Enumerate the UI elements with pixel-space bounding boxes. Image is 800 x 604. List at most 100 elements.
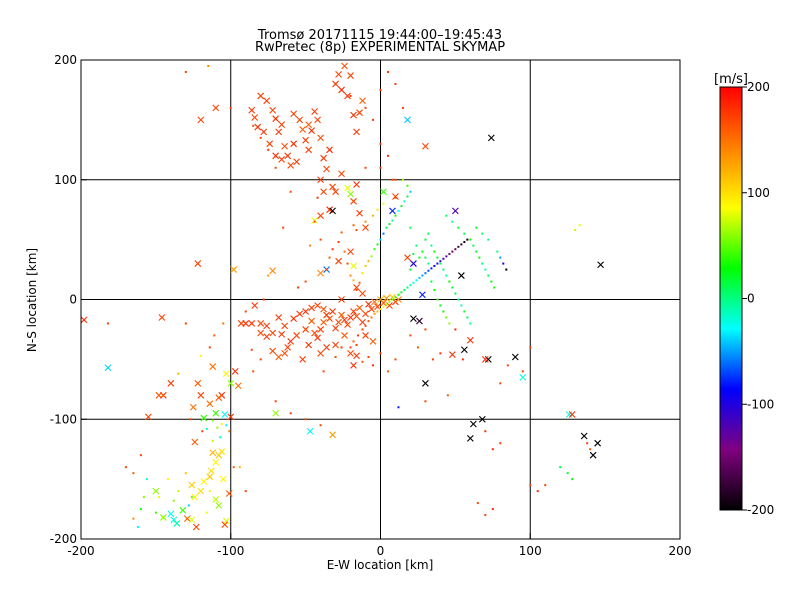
data-point-dot — [499, 256, 502, 259]
data-point-dot — [372, 214, 375, 217]
data-point-dot — [506, 364, 509, 367]
data-point-dot — [340, 346, 343, 349]
data-point-dot — [391, 298, 394, 301]
data-point-dot — [415, 244, 418, 247]
data-point-dot — [445, 255, 448, 258]
data-point-x — [311, 329, 318, 337]
data-point-dot — [376, 310, 379, 313]
data-point-dot — [382, 202, 385, 205]
data-point-dot — [454, 328, 457, 331]
data-point-x — [371, 298, 378, 306]
data-point-dot — [394, 178, 397, 181]
data-point-dot — [484, 514, 487, 517]
data-point-dot — [259, 136, 262, 139]
colorbar-ticks: 200 100 0 -100 -200 — [742, 80, 774, 517]
data-point-dot — [490, 280, 493, 283]
data-point-x — [248, 320, 256, 327]
data-point-dot — [208, 490, 211, 493]
data-point-dot — [364, 324, 367, 327]
data-point-dot — [487, 238, 490, 241]
data-point-x — [278, 156, 286, 163]
data-point-dot — [364, 220, 367, 223]
data-point-dot — [355, 288, 358, 291]
x-tick-label: 100 — [519, 544, 542, 558]
data-point-x — [221, 521, 229, 529]
data-point-dot — [424, 328, 427, 331]
data-point-dot — [386, 70, 389, 73]
data-point-dot — [424, 400, 427, 403]
data-point-dot — [313, 220, 316, 223]
data-point-dot — [346, 262, 349, 265]
data-point-x — [269, 347, 277, 355]
data-point-dot — [463, 310, 466, 313]
data-point-x — [302, 308, 310, 315]
data-point-dot — [370, 316, 373, 319]
data-point-dot — [262, 298, 265, 301]
data-point-x — [272, 152, 280, 160]
data-point-x — [368, 305, 375, 313]
data-point-x — [305, 341, 313, 349]
data-point-x — [263, 333, 271, 341]
data-point-dot — [267, 148, 270, 151]
data-point-x — [284, 152, 292, 160]
data-point-dot — [460, 304, 463, 307]
data-point-dot — [219, 436, 222, 439]
data-point-dot — [379, 308, 382, 311]
data-point-dot — [322, 370, 325, 373]
data-point-dot — [166, 478, 169, 481]
data-point-dot — [409, 226, 412, 229]
data-point-x — [314, 334, 321, 342]
data-point-dot — [106, 322, 109, 325]
data-point-dot — [491, 508, 494, 511]
data-point-x — [167, 510, 175, 518]
data-point-x — [332, 324, 339, 332]
data-point-dot — [136, 526, 139, 529]
data-point-x — [481, 355, 489, 363]
data-point-x — [173, 520, 181, 527]
data-point-dot — [406, 184, 409, 187]
data-point-x — [362, 332, 369, 339]
data-point-x — [290, 315, 298, 323]
data-point-dot — [340, 231, 343, 234]
data-point-dot — [544, 484, 547, 487]
data-point-dot — [461, 358, 464, 361]
data-point-x — [275, 353, 283, 361]
data-point-x — [257, 329, 265, 337]
y-axis-label: N-S location [km] — [25, 248, 39, 352]
data-point-dot — [372, 118, 375, 121]
data-point-x — [215, 502, 223, 509]
data-point-x — [209, 449, 217, 457]
colorbar-tick-label: -200 — [747, 503, 774, 517]
data-point-dot — [478, 256, 481, 259]
data-point-x — [478, 415, 486, 423]
data-point-dot — [376, 208, 379, 211]
data-point-x — [311, 217, 318, 224]
data-point-dot — [491, 448, 494, 451]
data-point-dot — [220, 423, 223, 426]
data-point-x — [451, 207, 459, 215]
data-point-dot — [439, 260, 442, 263]
data-point-dot — [244, 310, 247, 313]
data-point-x — [290, 110, 298, 118]
data-point-dot — [252, 124, 255, 127]
data-point-dot — [415, 279, 418, 282]
data-point-x — [200, 478, 208, 485]
data-point-x — [209, 363, 217, 370]
data-point-dot — [373, 312, 376, 315]
data-point-x — [335, 318, 342, 326]
data-point-dot — [184, 472, 187, 475]
data-point-dot — [457, 298, 460, 301]
data-point-x — [350, 308, 357, 315]
data-point-dot — [433, 288, 436, 291]
data-point-dot — [586, 442, 589, 445]
chart-subtitle: RwPretec (8p) EXPERIMENTAL SKYMAP — [255, 40, 505, 55]
data-point-x — [227, 413, 235, 421]
data-point-dot — [421, 250, 424, 253]
data-point-dot — [267, 274, 270, 277]
data-point-x — [296, 116, 304, 124]
data-point-x — [419, 291, 426, 299]
data-point-dot — [361, 272, 364, 275]
data-point-x — [251, 114, 259, 121]
data-point-x — [335, 70, 342, 78]
data-point-dot — [309, 244, 312, 247]
